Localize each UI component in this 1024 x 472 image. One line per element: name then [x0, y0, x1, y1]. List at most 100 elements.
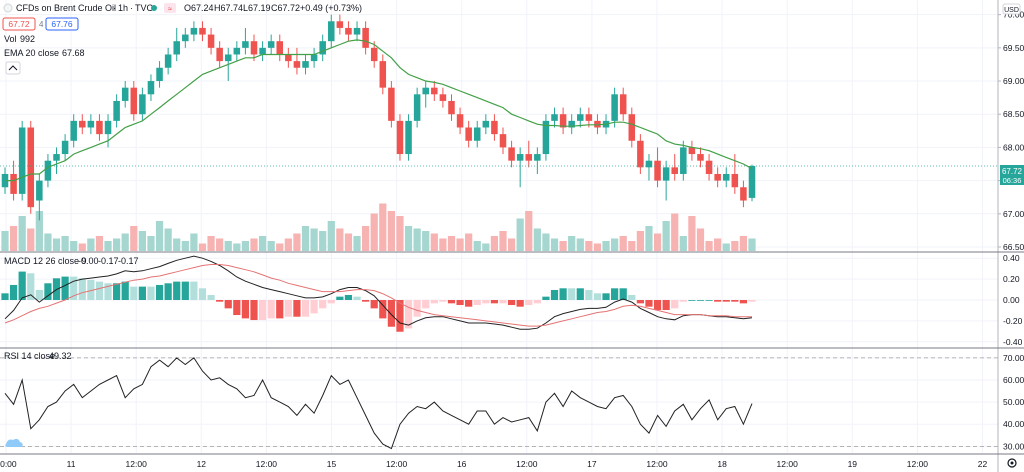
interval-label[interactable]: 1h	[118, 3, 128, 13]
volume-bar	[284, 238, 292, 251]
volume-bar	[628, 241, 636, 251]
candle-body	[448, 100, 455, 115]
candle-body	[224, 54, 232, 62]
rsi-tick-label: 30.00	[1003, 441, 1024, 451]
candle-body	[516, 154, 524, 161]
macd-hist-bar	[619, 288, 627, 300]
macd-hist-bar	[301, 300, 310, 317]
candle-body	[705, 160, 713, 174]
cloud-icon[interactable]	[5, 438, 23, 447]
volume-bar	[216, 238, 224, 251]
volume-bar	[473, 241, 481, 251]
time-tick-label: 12:00	[126, 459, 148, 469]
time-axis[interactable]: 20:00 11 12:00 12 12:00 15 12:00 16 12:00 17 12:00…	[0, 459, 987, 469]
macd-line	[4, 255, 753, 330]
flag-icon[interactable]	[164, 3, 176, 13]
settings-gear-icon[interactable]	[1007, 458, 1017, 468]
source-label[interactable]: TVC	[135, 3, 154, 13]
last-price-value: 67.72	[1002, 167, 1023, 176]
time-tick-label: 12:00	[777, 459, 799, 469]
candle-body	[654, 160, 661, 181]
macd-hist-bar	[121, 281, 129, 300]
volume-bar	[61, 236, 69, 251]
volume-bar	[78, 243, 86, 251]
volume-bar	[585, 241, 593, 251]
volume-bar	[722, 243, 730, 251]
spread-value: 4	[39, 20, 44, 29]
flag-glyph: ≈	[168, 6, 172, 13]
candle-body	[542, 120, 550, 155]
ema-label[interactable]: EMA 20 close	[4, 48, 59, 58]
volume-bar	[190, 233, 198, 251]
candle-body	[61, 140, 69, 155]
candle-body	[534, 154, 541, 161]
macd-hist-bar	[465, 300, 473, 307]
rsi-axis[interactable]: 70.00 60.00 50.00 40.00 30.00	[1003, 353, 1024, 452]
bar-countdown: 06:36	[1003, 176, 1022, 185]
volume-bar	[714, 238, 722, 251]
candle-body	[585, 114, 593, 121]
volume-bar	[688, 216, 696, 251]
time-tick-label: 12:00	[516, 459, 538, 469]
volume-bar	[611, 238, 619, 251]
macd-hist-bar	[284, 300, 292, 317]
collapse-legend-button[interactable]	[5, 61, 21, 75]
volume-bar	[447, 236, 456, 251]
rsi-tick-label: 60.00	[1003, 375, 1024, 385]
time-tick-label: 20:00	[0, 459, 17, 469]
time-tick-label: 15	[327, 459, 337, 469]
candle-body	[164, 54, 172, 68]
macd-hist-bar	[155, 284, 164, 300]
macd-axis[interactable]: 0.40 0.20 0.00 -0.20 -0.40	[1003, 253, 1023, 347]
candle-body	[353, 27, 361, 35]
candle-body	[199, 27, 206, 35]
ohlc-low: L67.19	[243, 3, 271, 13]
volume-bar	[147, 236, 155, 251]
macd-hist-bar	[628, 294, 636, 300]
volume-bar	[636, 231, 644, 251]
bid-box[interactable]	[2, 17, 36, 31]
candle-body	[96, 120, 103, 135]
candle-body	[233, 47, 241, 55]
macd-hist-bar	[130, 286, 138, 300]
candle-body	[559, 114, 567, 128]
macd-hist-bar	[250, 300, 258, 321]
volume-bar	[731, 241, 739, 251]
candle-body	[482, 120, 490, 128]
macd-hist-bar	[550, 289, 559, 300]
volume-bar	[507, 238, 516, 251]
currency-badge[interactable]	[1002, 3, 1021, 15]
time-tick-label: 12:00	[907, 459, 929, 469]
ema-value: 67.68	[62, 48, 85, 58]
ask-box[interactable]	[45, 17, 79, 31]
volume-bar	[173, 238, 181, 251]
candle-body	[619, 94, 627, 115]
legend-sep-2: ·	[130, 3, 133, 13]
candle-body	[310, 54, 318, 62]
ema-line	[5, 39, 753, 182]
price-tick-label: 70.00	[1003, 10, 1024, 20]
candle-body	[370, 47, 378, 62]
volume-bar	[465, 233, 473, 251]
volume-bar	[542, 233, 550, 251]
rsi-tick-label: 40.00	[1003, 419, 1024, 429]
volume-bar	[602, 241, 610, 251]
volume-bar	[138, 231, 146, 251]
volume-bar	[559, 241, 567, 251]
macd-hist-bar	[559, 288, 567, 300]
symbol-name[interactable]: CFDs on Brent Crude Oil	[16, 3, 116, 13]
candle-body	[714, 173, 721, 181]
macd-hist-bar	[404, 300, 413, 329]
macd-hist-bar	[35, 289, 43, 300]
macd-name[interactable]: MACD 12 26 close 9	[4, 256, 87, 266]
volume-bar	[533, 228, 541, 251]
volume-label[interactable]: Vol	[4, 34, 17, 44]
rsi-name[interactable]: RSI 14 close	[4, 351, 55, 361]
rsi-tick-label: 50.00	[1003, 397, 1024, 407]
macd-hist-bar	[224, 300, 232, 309]
candle-body	[645, 160, 653, 168]
volume-bar	[319, 231, 327, 251]
volume-bar	[739, 236, 748, 251]
candle-body	[740, 187, 747, 201]
